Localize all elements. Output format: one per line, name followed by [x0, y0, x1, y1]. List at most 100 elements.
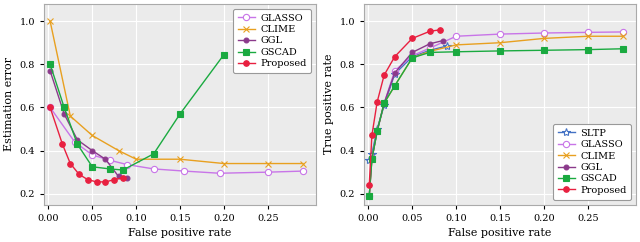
GGL — [391, 71, 399, 74]
GSCAD — [365, 194, 373, 197]
Line: Proposed: Proposed — [367, 27, 443, 188]
CLIME — [619, 35, 627, 38]
GGL — [124, 176, 131, 179]
GSCAD — [220, 53, 228, 56]
SLTP — [444, 45, 451, 47]
CLIME — [46, 20, 54, 23]
GLASSO — [216, 172, 223, 175]
SLTP — [391, 73, 399, 76]
GSCAD — [46, 63, 54, 66]
Line: SLTP: SLTP — [365, 42, 452, 165]
SLTP — [380, 104, 388, 107]
GLASSO — [106, 159, 114, 162]
GLASSO — [540, 31, 548, 34]
CLIME — [496, 41, 504, 44]
GLASSO — [496, 33, 504, 36]
CLIME — [391, 84, 399, 87]
Proposed — [102, 181, 109, 183]
GGL — [365, 194, 373, 197]
Proposed — [59, 143, 67, 146]
GSCAD — [380, 102, 388, 105]
CLIME — [373, 130, 381, 133]
CLIME — [264, 162, 271, 165]
Proposed — [408, 37, 416, 40]
GGL — [115, 175, 122, 178]
Proposed — [84, 178, 92, 181]
GSCAD — [619, 47, 627, 50]
GLASSO — [180, 170, 188, 173]
GSCAD — [584, 48, 591, 51]
CLIME — [67, 115, 74, 118]
GSCAD — [496, 49, 504, 52]
GLASSO — [368, 157, 376, 159]
CLIME — [452, 43, 460, 46]
GSCAD — [452, 50, 460, 53]
GLASSO — [408, 54, 416, 57]
Proposed — [76, 173, 83, 176]
GSCAD — [176, 113, 184, 115]
Line: GLASSO: GLASSO — [366, 29, 626, 199]
GGL — [102, 158, 109, 161]
Proposed — [365, 184, 373, 187]
Proposed — [119, 176, 127, 179]
Line: CLIME: CLIME — [366, 33, 627, 199]
GGL — [88, 149, 96, 152]
GSCAD — [368, 158, 376, 161]
GSCAD — [74, 143, 81, 146]
GLASSO — [426, 47, 434, 50]
GGL — [408, 51, 416, 54]
Line: GLASSO: GLASSO — [47, 104, 306, 176]
CLIME — [368, 158, 376, 161]
Proposed — [436, 28, 444, 31]
GLASSO — [584, 31, 591, 34]
Line: CLIME: CLIME — [47, 18, 307, 167]
Proposed — [391, 55, 399, 58]
Line: Proposed: Proposed — [47, 105, 125, 185]
Proposed — [373, 101, 381, 104]
Proposed — [67, 162, 74, 165]
GGL — [46, 69, 54, 72]
SLTP — [373, 128, 381, 130]
GLASSO — [391, 69, 399, 72]
CLIME — [380, 102, 388, 105]
GLASSO — [71, 141, 79, 144]
CLIME — [88, 134, 96, 137]
GGL — [439, 39, 447, 42]
GGL — [380, 102, 388, 105]
CLIME — [540, 37, 548, 40]
Legend: GLASSO, CLIME, GGL, GSCAD, Proposed: GLASSO, CLIME, GGL, GSCAD, Proposed — [233, 9, 311, 73]
GSCAD — [540, 49, 548, 52]
Line: GGL: GGL — [48, 68, 130, 180]
GLASSO — [124, 163, 131, 166]
GGL — [60, 113, 68, 115]
CLIME — [426, 50, 434, 53]
GSCAD — [150, 152, 157, 155]
CLIME — [220, 162, 228, 165]
Proposed — [368, 134, 376, 137]
CLIME — [299, 162, 307, 165]
GGL — [368, 158, 376, 161]
Proposed — [46, 106, 54, 109]
GLASSO — [619, 30, 627, 33]
GSCAD — [408, 56, 416, 59]
X-axis label: False positive rate: False positive rate — [449, 228, 552, 238]
CLIME — [176, 158, 184, 161]
GLASSO — [88, 153, 96, 156]
CLIME — [584, 35, 591, 38]
GGL — [426, 42, 434, 45]
GSCAD — [60, 106, 68, 109]
GSCAD — [391, 84, 399, 87]
GGL — [373, 130, 381, 133]
GLASSO — [373, 130, 381, 133]
Y-axis label: Estimation error: Estimation error — [4, 57, 14, 151]
Line: GSCAD: GSCAD — [47, 52, 227, 173]
SLTP — [365, 159, 373, 162]
GLASSO — [365, 194, 373, 197]
SLTP — [368, 152, 376, 155]
SLTP — [408, 55, 416, 58]
CLIME — [365, 194, 373, 197]
X-axis label: False positive rate: False positive rate — [129, 228, 232, 238]
Legend: SLTP, GLASSO, CLIME, GGL, GSCAD, Proposed: SLTP, GLASSO, CLIME, GGL, GSCAD, Propose… — [553, 124, 631, 200]
Proposed — [110, 178, 118, 181]
Proposed — [426, 30, 434, 33]
